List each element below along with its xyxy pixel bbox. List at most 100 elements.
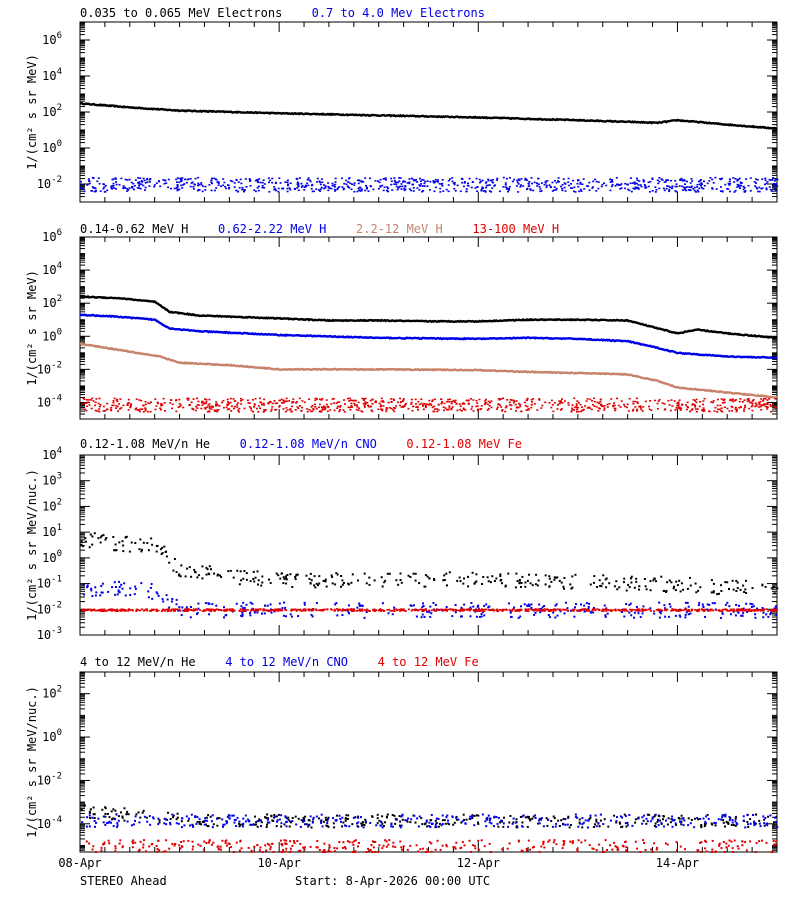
series-3-3 — [267, 609, 270, 611]
series-1-2 — [447, 184, 450, 186]
series-2-4 — [726, 407, 729, 410]
series-2-4 — [686, 405, 689, 408]
series-4-1 — [108, 816, 111, 819]
series-1-2 — [231, 180, 234, 183]
series-1-2 — [365, 184, 367, 187]
series-2-4 — [496, 406, 499, 409]
series-1-2 — [316, 177, 319, 180]
series-4-1 — [557, 819, 560, 822]
series-3-1 — [239, 570, 242, 573]
series-3-3 — [727, 610, 730, 612]
series-2-4 — [98, 405, 101, 408]
series-4-2 — [126, 820, 129, 823]
series-4-2 — [752, 814, 754, 816]
series-4-2 — [86, 816, 89, 819]
series-1-2 — [555, 181, 558, 184]
series-1-2 — [360, 188, 363, 190]
series-3-2 — [734, 614, 737, 617]
series-3-3 — [251, 608, 253, 610]
series-2-4 — [627, 410, 630, 412]
series-2-4 — [116, 400, 119, 403]
series-3-3 — [682, 609, 685, 612]
series-2-4 — [246, 399, 249, 402]
series-3-3 — [593, 608, 596, 611]
series-3-3 — [759, 610, 762, 612]
series-4-2 — [538, 822, 541, 825]
series-1-2 — [481, 179, 484, 182]
series-3-1 — [91, 535, 94, 538]
series-3-2 — [689, 612, 692, 615]
series-1-2 — [517, 178, 520, 180]
legend-entry: 0.12-1.08 MeV Fe — [406, 437, 522, 451]
series-1-2 — [719, 178, 722, 180]
series-4-2 — [628, 814, 631, 816]
series-3-2 — [685, 611, 688, 614]
series-2-4 — [115, 407, 117, 409]
series-4-1 — [595, 820, 598, 823]
series-2-4 — [326, 410, 329, 412]
series-3-1 — [475, 573, 478, 576]
series-3-2 — [175, 603, 178, 606]
series-1-2 — [201, 190, 204, 193]
series-1-2 — [561, 189, 564, 192]
series-3-2 — [429, 605, 432, 608]
series-1-2 — [187, 178, 190, 180]
series-1-2 — [149, 178, 152, 180]
series-2-4 — [757, 401, 760, 404]
series-2-4 — [691, 408, 694, 410]
series-2-4 — [382, 401, 385, 403]
series-3-1 — [467, 575, 469, 578]
series-2-4 — [238, 411, 241, 413]
series-3-1 — [330, 574, 333, 577]
series-1-2 — [348, 177, 351, 179]
series-2-4 — [461, 403, 464, 405]
series-3-2 — [95, 591, 98, 594]
series-4-2 — [216, 817, 218, 820]
series-2-4 — [414, 398, 417, 401]
series-3-2 — [278, 602, 281, 605]
series-1-2 — [198, 184, 201, 186]
series-3-3 — [361, 608, 364, 610]
series-4-1 — [677, 816, 680, 819]
series-2-4 — [311, 404, 314, 407]
series-1-2 — [609, 181, 612, 183]
series-1-2 — [328, 187, 331, 189]
series-1-2 — [581, 183, 584, 186]
series-4-1 — [92, 806, 95, 809]
series-1-2 — [271, 177, 274, 180]
series-1-2 — [760, 187, 763, 190]
series-4-2 — [188, 817, 190, 820]
series-3-2 — [196, 613, 199, 615]
series-1-2 — [678, 185, 681, 187]
series-4-1 — [384, 821, 386, 824]
series-1-2 — [632, 187, 635, 190]
series-4-2 — [204, 817, 207, 820]
series-1-2 — [306, 178, 309, 181]
series-4-2 — [134, 815, 137, 818]
series-3-2 — [90, 587, 93, 590]
series-2-4 — [364, 397, 367, 400]
series-4-1 — [568, 826, 571, 829]
series-3-2 — [303, 601, 306, 604]
series-3-2 — [765, 613, 768, 616]
series-2-4 — [603, 407, 606, 409]
series-3-1 — [520, 586, 522, 588]
series-4-1 — [212, 823, 215, 826]
series-4-1 — [341, 825, 344, 828]
series-2-4 — [758, 403, 761, 406]
series-2-4 — [385, 406, 388, 409]
series-3-1 — [277, 574, 280, 577]
series-3-3 — [505, 609, 508, 611]
series-3-1 — [605, 586, 608, 589]
series-4-2 — [102, 821, 105, 824]
series-3-2 — [197, 607, 200, 610]
series-2-4 — [433, 398, 436, 401]
series-1-2 — [449, 178, 451, 180]
y-tick-label: 106 — [42, 31, 62, 47]
series-1-2 — [563, 182, 566, 184]
series-2-4 — [254, 397, 257, 400]
series-2-4 — [362, 402, 365, 405]
series-3-1 — [524, 585, 527, 588]
series-1-2 — [686, 186, 689, 188]
series-1-2 — [126, 179, 129, 181]
